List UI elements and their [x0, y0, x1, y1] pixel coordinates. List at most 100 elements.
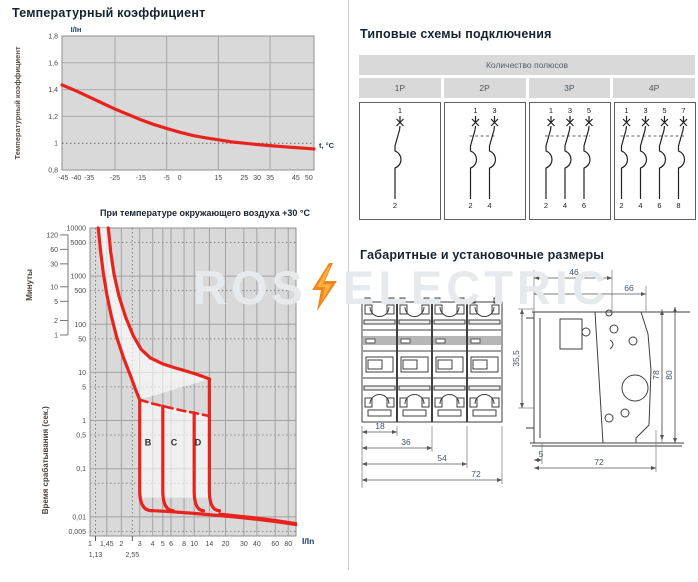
- y-tick-label: 0,8: [48, 168, 58, 175]
- side-profile: [526, 309, 690, 447]
- x-tick-label: 50: [305, 175, 313, 182]
- scheme-cell-3P: 1 2 3 4 5 6: [529, 102, 611, 220]
- terminal-number-bottom: 2: [544, 201, 548, 210]
- x-tick-label: -25: [110, 175, 120, 182]
- dim-80-label: 80: [664, 370, 674, 380]
- minutes-scale: 120 60 30 10 5 2 1: [46, 232, 69, 339]
- scheme-diagram-3P: 1 2 3 4 5 6: [544, 106, 593, 210]
- dim-18-label: 18: [375, 421, 385, 431]
- x-tick-label: 15: [214, 175, 222, 182]
- pole-1: [545, 116, 555, 199]
- pole-5: [658, 116, 669, 199]
- x-tick-label-row2: 2,55: [126, 552, 140, 559]
- temp-section-title: Температурный коэффициент: [12, 6, 206, 20]
- terminal-number-bottom: 6: [582, 201, 586, 210]
- terminal-number-bottom: 4: [638, 201, 642, 210]
- dim-35-5: [520, 309, 524, 408]
- minutes-tick-label: 2: [54, 318, 58, 325]
- zone-label-B: B: [145, 438, 152, 448]
- trip-curve-chart: При температуре окружающего воздуха +30 …: [25, 208, 314, 559]
- dim-5: [534, 458, 542, 462]
- terminal-number-top: 3: [492, 106, 496, 115]
- dim-54-label: 54: [437, 453, 447, 463]
- dim-36: [362, 446, 432, 450]
- y-tick-label: 10: [78, 370, 86, 377]
- pole-5: [583, 116, 593, 199]
- x-tick-label: 30: [253, 175, 261, 182]
- dim-5-label: 5: [539, 449, 544, 459]
- x-tick-label: 6: [169, 541, 173, 548]
- x-tick-label: -40: [71, 175, 81, 182]
- terminal-number-top: 7: [681, 106, 685, 115]
- y-axis-unit-label: I/Iн: [71, 25, 82, 34]
- trip-chart-title: При температуре окружающего воздуха +30 …: [100, 208, 310, 218]
- schemes-section-title: Типовые схемы подключения: [360, 27, 552, 41]
- pole-3: [564, 116, 574, 199]
- dim-46: [534, 276, 612, 280]
- y-tick-label: 0,1: [76, 466, 86, 473]
- trip-curves: [96, 226, 297, 527]
- dim-78: [660, 310, 664, 440]
- scheme-diagram-1P: 12: [393, 106, 404, 210]
- x-tick-label: 3: [138, 541, 142, 548]
- terminal-number-top: 1: [398, 106, 402, 115]
- terminal-number-top: 1: [624, 106, 628, 115]
- y-tick-label: 5: [82, 384, 86, 391]
- dim-72-side-label: 72: [594, 457, 604, 467]
- y-tick-label: 1000: [70, 274, 86, 281]
- x-tick-label: 10: [190, 541, 198, 548]
- x-tick-label: 4: [151, 541, 155, 548]
- dim-36-label: 36: [401, 437, 411, 447]
- y-tick-label: 500: [74, 288, 86, 295]
- pole-1: [469, 116, 480, 199]
- scheme-cell-4P: 1 2 3 4 5 6 7 8: [614, 102, 696, 220]
- x-tick-label: 5: [161, 541, 165, 548]
- dim-54: [362, 462, 467, 466]
- dim-78-label: 78: [651, 370, 661, 380]
- pole-count-header-1P: 1P: [359, 78, 441, 98]
- y-axis-label: Температурный коэффициент: [13, 46, 22, 159]
- terminal-number-top: 5: [587, 106, 591, 115]
- x-tick-label: 14: [205, 541, 213, 548]
- x-tick-label: -15: [136, 175, 146, 182]
- module-4: [466, 297, 501, 422]
- x-tick-label: 25: [240, 175, 248, 182]
- dim-72-label: 72: [471, 469, 481, 479]
- dim-80: [673, 307, 677, 443]
- schemes-table-header: Количество полюсов: [359, 55, 695, 75]
- y-tick-label: 1: [54, 141, 58, 148]
- dim-66: [534, 292, 646, 296]
- pole-1: [620, 116, 631, 199]
- terminal-number-bottom: 4: [487, 201, 491, 210]
- x-tick-label: 60: [271, 541, 279, 548]
- x-tick-label: -5: [164, 175, 170, 182]
- terminal-number-bottom: 2: [619, 201, 623, 210]
- schemes-column-headers: 1P 2P 3P 4P: [359, 78, 695, 98]
- y-tick-label: 5000: [70, 240, 86, 247]
- x-axis-label: t, °C: [319, 141, 335, 150]
- y-tick-label: 1,6: [48, 60, 58, 67]
- minutes-tick-label: 120: [46, 232, 58, 239]
- terminal-number-top: 3: [568, 106, 572, 115]
- pole-3: [639, 116, 650, 199]
- y-tick-label: 1,4: [48, 87, 58, 94]
- pole-count-header-4P: 4P: [613, 78, 695, 98]
- pole-7: [677, 116, 688, 199]
- minutes-tick-label: 60: [50, 247, 58, 254]
- minutes-tick-label: 1: [54, 332, 58, 339]
- dim-18: [362, 430, 397, 434]
- dim-72: [362, 478, 502, 482]
- minutes-tick-label: 30: [50, 261, 58, 268]
- x-tick-label: 2: [119, 541, 123, 548]
- minutes-axis-label: Минуты: [25, 269, 34, 301]
- terminal-number-bottom: 8: [676, 201, 680, 210]
- temp-coefficient-curve: [60, 83, 316, 151]
- module-2: [396, 297, 431, 422]
- y-tick-label: 0,01: [72, 514, 86, 521]
- x-tick-label: 20: [222, 541, 230, 548]
- x-tick-label: 40: [253, 541, 261, 548]
- x-tick-label: 0: [178, 175, 182, 182]
- side-view-drawing: 46 66 78 80 35,5 5 72: [511, 267, 690, 472]
